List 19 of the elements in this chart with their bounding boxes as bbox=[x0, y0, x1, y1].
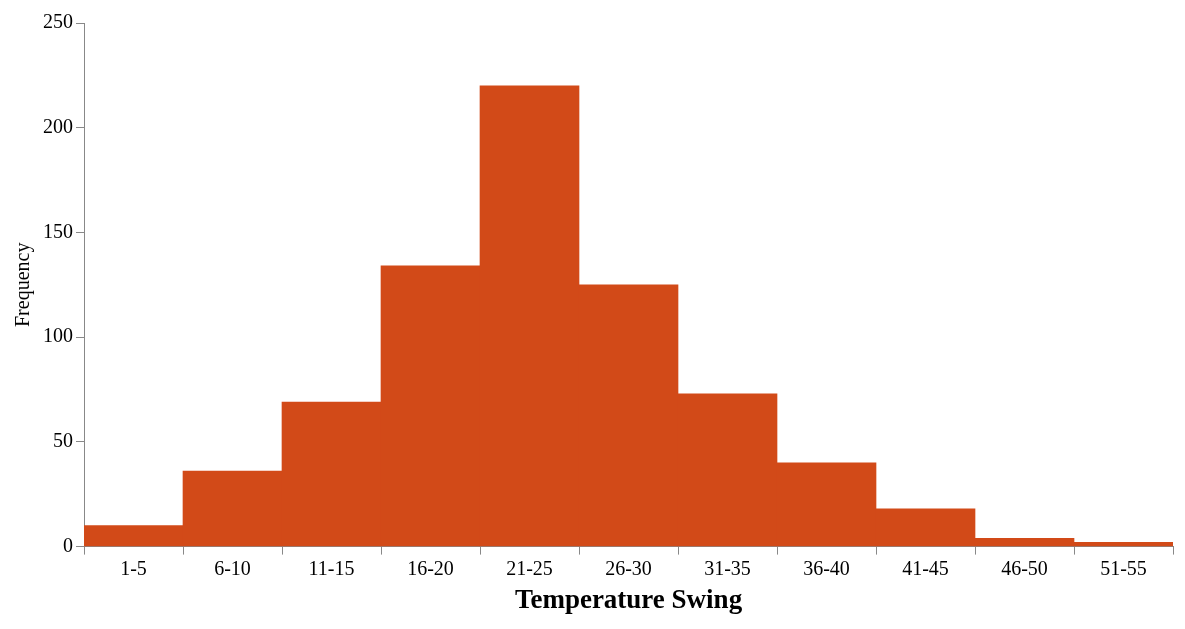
x-axis-title: Temperature Swing bbox=[514, 583, 743, 614]
y-tick-label: 50 bbox=[53, 429, 73, 452]
y-tick-label: 100 bbox=[43, 324, 73, 347]
x-tick-label: 31-35 bbox=[704, 556, 751, 579]
x-tick-label: 21-25 bbox=[506, 556, 553, 579]
x-tick-label: 11-15 bbox=[308, 556, 355, 579]
y-tick-label: 250 bbox=[43, 10, 73, 33]
y-tick-label: 0 bbox=[63, 533, 73, 556]
x-tick-label: 51-55 bbox=[1100, 556, 1147, 579]
y-tick-label: 150 bbox=[43, 219, 73, 242]
x-tick-label: 6-10 bbox=[214, 556, 251, 579]
x-tick-label: 41-45 bbox=[902, 556, 949, 579]
x-tick-label: 36-40 bbox=[803, 556, 850, 579]
x-tick-label: 26-30 bbox=[605, 556, 652, 579]
y-axis-title: Frequency bbox=[11, 242, 35, 328]
y-tick-label: 200 bbox=[43, 114, 73, 137]
x-tick-label: 1-5 bbox=[120, 556, 147, 579]
x-tick-label: 46-50 bbox=[1001, 556, 1048, 579]
x-tick-label: 16-20 bbox=[407, 556, 454, 579]
